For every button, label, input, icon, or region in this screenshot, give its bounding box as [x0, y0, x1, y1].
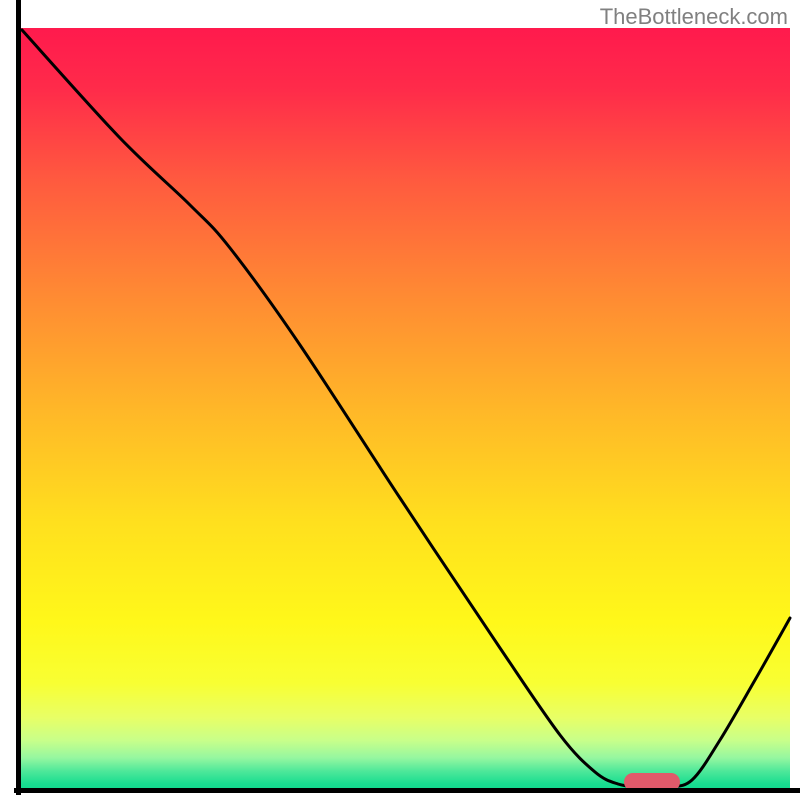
- curve-layer: [0, 0, 800, 800]
- bottleneck-curve: [22, 30, 790, 788]
- attribution-text: TheBottleneck.com: [600, 4, 788, 30]
- bottleneck-chart: TheBottleneck.com: [0, 0, 800, 800]
- x-axis: [14, 788, 800, 793]
- y-axis: [16, 0, 21, 795]
